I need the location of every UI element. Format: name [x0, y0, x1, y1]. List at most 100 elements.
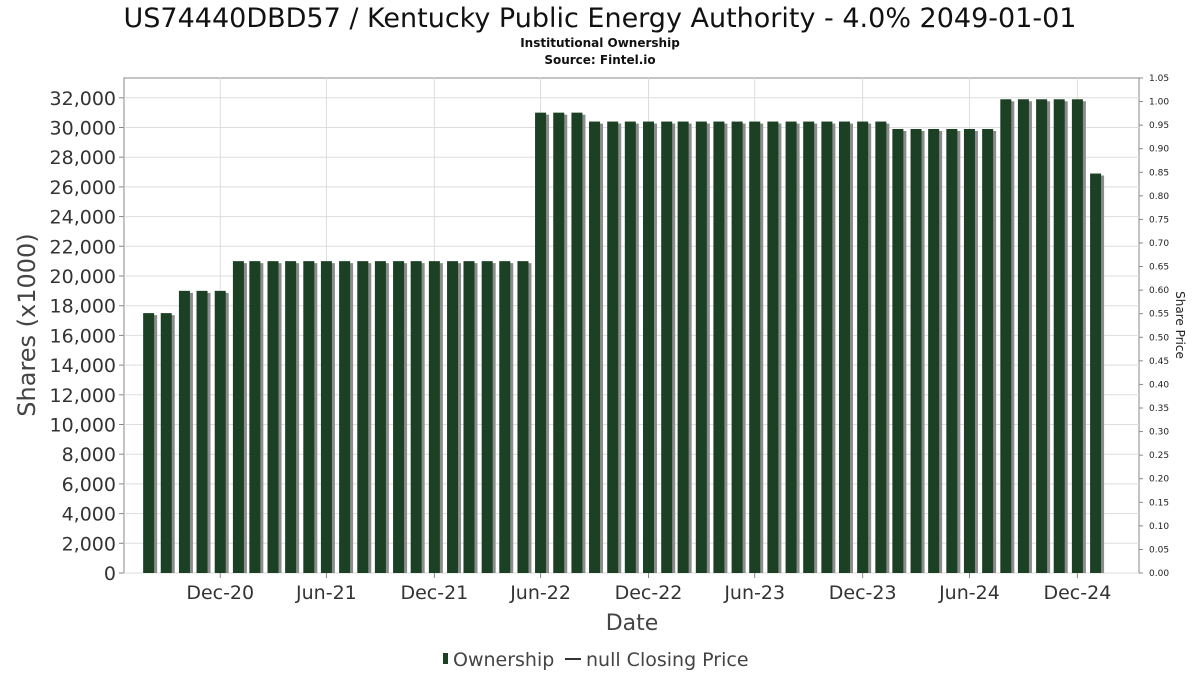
y-tick-label: 2,000: [62, 533, 116, 555]
y-tick-label: 30,000: [50, 117, 116, 139]
legend: Ownership null Closing Price: [443, 649, 749, 671]
y2-tick-label: 0.50: [1149, 333, 1169, 343]
y-tick-label: 8,000: [62, 444, 116, 466]
y2-tick-label: 0.00: [1149, 569, 1169, 579]
x-tick-label: Jun-23: [723, 582, 785, 604]
y2-tick-label: 0.40: [1149, 380, 1169, 390]
y-tick-label: 16,000: [50, 325, 116, 347]
y-tick-label: 6,000: [62, 474, 116, 496]
ownership-bar: [1053, 99, 1065, 573]
ownership-bar: [535, 112, 547, 574]
legend-closing-price-label: null Closing Price: [586, 649, 749, 671]
ownership-bar: [661, 121, 673, 574]
ownership-bar: [214, 290, 226, 573]
x-tick-label: Jun-24: [938, 582, 1000, 604]
ownership-bar: [589, 121, 601, 574]
x-tick-label: Dec-21: [400, 582, 468, 604]
y-tick-label: 0: [104, 563, 116, 585]
ownership-bar: [838, 121, 850, 574]
ownership-bar: [339, 261, 351, 573]
y2-tick-label: 0.65: [1149, 263, 1169, 273]
ownership-bar: [357, 261, 369, 573]
y2-tick-label: 0.20: [1149, 475, 1169, 485]
y2-tick-label: 0.95: [1149, 121, 1169, 131]
x-axis-label: Date: [606, 611, 659, 636]
legend-ownership-marker: [443, 653, 448, 664]
ownership-bar: [267, 261, 279, 573]
y2-tick-label: 1.05: [1149, 74, 1169, 84]
y-tick-label: 24,000: [50, 207, 116, 229]
ownership-bar: [393, 261, 405, 573]
ownership-bar: [1071, 99, 1083, 573]
ownership-bar: [928, 128, 940, 573]
ownership-bar: [1017, 99, 1029, 573]
ownership-bar: [303, 261, 315, 573]
y2-tick-label: 0.25: [1149, 451, 1169, 461]
ownership-bar: [374, 261, 386, 573]
ownership-bar: [571, 112, 583, 574]
y2-axis-label: Share Price: [1173, 291, 1187, 359]
y2-tick-label: 0.80: [1149, 192, 1169, 202]
y-axis-label: Shares (x1000): [13, 233, 41, 416]
x-tick-label: Dec-24: [1043, 582, 1111, 604]
y2-tick-label: 0.10: [1149, 522, 1169, 532]
ownership-bar: [1036, 99, 1048, 573]
ownership-bar: [249, 261, 261, 573]
ownership-bar: [1000, 99, 1012, 573]
ownership-bar: [178, 290, 190, 573]
chart-subtitle: Institutional Ownership: [520, 36, 680, 50]
y2-tick-label: 1.00: [1149, 98, 1169, 108]
y2-tick-label: 0.15: [1149, 498, 1169, 508]
y2-tick-label: 0.75: [1149, 215, 1169, 225]
y-tick-label: 28,000: [50, 147, 116, 169]
y2-tick-label: 0.30: [1149, 428, 1169, 438]
ownership-bar: [731, 121, 743, 574]
ownership-bar: [463, 261, 475, 573]
ownership-bar: [695, 121, 707, 574]
ownership-bar: [607, 121, 619, 574]
ownership-bar: [196, 290, 208, 573]
y-tick-label: 26,000: [50, 177, 116, 199]
ownership-bar: [160, 313, 172, 573]
ownership-bar: [910, 128, 922, 573]
ownership-bar: [410, 261, 422, 573]
ownership-bar: [553, 112, 565, 574]
ownership-bar: [1090, 173, 1102, 573]
ownership-bar: [875, 121, 887, 574]
x-tick-label: Jun-21: [295, 582, 357, 604]
ownership-bar: [428, 261, 440, 573]
y-tick-label: 18,000: [50, 296, 116, 318]
ownership-bar: [982, 128, 994, 573]
ownership-bar: [320, 261, 332, 573]
y-tick-label: 32,000: [50, 88, 116, 110]
ownership-bar: [285, 261, 297, 573]
y2-tick-label: 0.70: [1149, 239, 1169, 249]
y-tick-label: 4,000: [62, 504, 116, 526]
ownership-bar: [447, 261, 459, 573]
y2-tick-label: 0.90: [1149, 145, 1169, 155]
ownership-bar: [963, 128, 975, 573]
ownership-bar: [821, 121, 833, 574]
ownership-bar: [677, 121, 689, 574]
chart-title: US74440DBD57 / Kentucky Public Energy Au…: [124, 3, 1077, 34]
y-tick-label: 22,000: [50, 236, 116, 258]
ownership-bar: [499, 261, 511, 573]
ownership-bar: [713, 121, 725, 574]
chart-source: Source: Fintel.io: [544, 53, 655, 67]
ownership-bar: [481, 261, 493, 573]
ownership-bar: [946, 128, 958, 573]
x-tick-label: Dec-20: [186, 582, 254, 604]
x-tick-label: Jun-22: [509, 582, 571, 604]
ownership-bar: [643, 121, 655, 574]
ownership-bar: [785, 121, 797, 574]
y2-tick-label: 0.45: [1149, 357, 1169, 367]
y2-tick-label: 0.05: [1149, 545, 1169, 555]
bars-layer: [143, 99, 1105, 574]
y2-tick-label: 0.60: [1149, 286, 1169, 296]
ownership-bar: [892, 128, 904, 573]
axes-layer: 0 2,000 4,000 6,000 8,000 10,000 12,000 14,000 1…: [50, 74, 1170, 604]
ownership-bar: [517, 261, 529, 573]
ownership-bar: [143, 313, 155, 573]
ownership-bar: [624, 121, 636, 574]
